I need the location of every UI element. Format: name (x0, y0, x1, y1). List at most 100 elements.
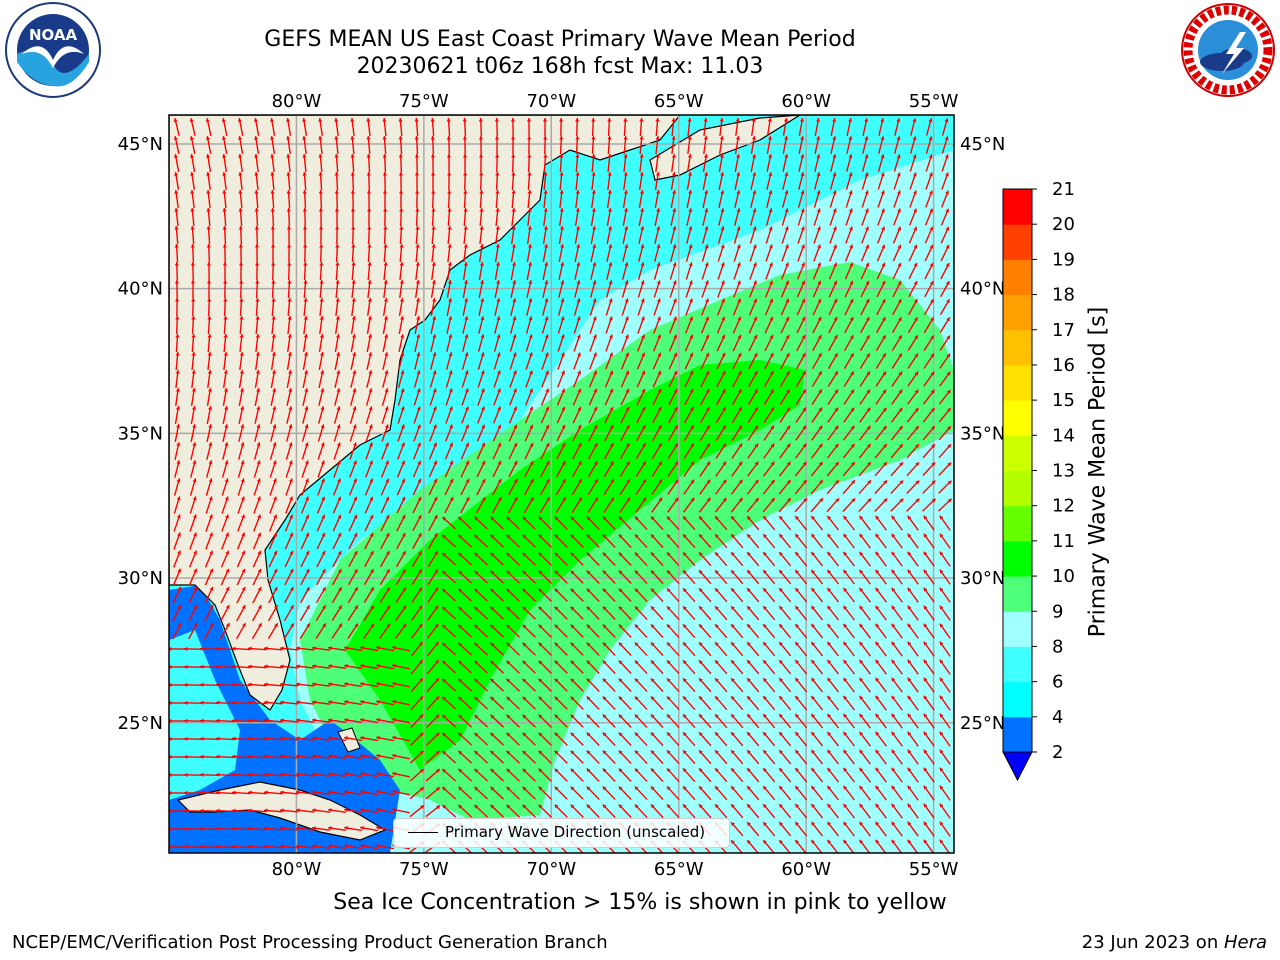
direction-arrowhead (354, 605, 358, 610)
direction-arrowhead (383, 262, 388, 266)
direction-arrowhead (255, 370, 260, 374)
direction-arrowhead (465, 442, 470, 447)
direction-arrowhead (576, 316, 581, 321)
direction-arrowhead (763, 588, 768, 593)
direction-arrowhead (538, 624, 543, 629)
direction-arrowhead (875, 713, 880, 718)
direction-arrowhead (222, 244, 227, 248)
direction-arrowhead (719, 118, 724, 122)
direction-arrowhead (257, 587, 262, 592)
direction-arrowhead (923, 515, 928, 520)
direction-arrowhead (367, 226, 372, 230)
direction-arrowhead (875, 803, 880, 808)
direction-arrowhead (683, 714, 687, 719)
direction-arrowhead (432, 334, 437, 339)
direction-arrowhead (538, 678, 543, 683)
direction-arrowhead (898, 371, 903, 376)
direction-arrowhead (416, 352, 421, 357)
direction-arrowhead (401, 478, 406, 483)
direction-arrowhead (434, 551, 438, 556)
direction-arrowhead (779, 804, 784, 808)
direction-arrowhead (722, 461, 727, 466)
direction-arrowhead (296, 700, 300, 705)
direction-arrowhead (779, 714, 784, 718)
direction-arrowhead (865, 262, 870, 267)
direction-arrowhead (939, 803, 944, 808)
direction-arrowhead (190, 190, 195, 194)
direction-arrowhead (254, 190, 259, 194)
direction-arrowhead (264, 736, 268, 741)
direction-arrowhead (609, 406, 614, 411)
direction-arrowhead (474, 642, 479, 647)
direction-arrowhead (318, 208, 323, 212)
direction-arrowhead (586, 660, 591, 665)
direction-arrowhead (882, 444, 887, 449)
direction-arrowhead (256, 496, 261, 501)
direction-arrowhead (169, 700, 172, 706)
direction-arrowhead (177, 622, 182, 627)
direction-arrowhead (747, 768, 751, 773)
direction-arrowhead (392, 699, 396, 704)
direction-arrowhead (754, 461, 759, 466)
direction-arrowhead (784, 226, 789, 231)
direction-arrowhead (891, 623, 896, 628)
direction-arrowhead (640, 298, 645, 303)
direction-arrowhead (289, 496, 293, 501)
direction-arrowhead (481, 460, 486, 465)
direction-arrowhead (490, 570, 495, 575)
direction-arrowhead (239, 316, 244, 320)
direction-arrowhead (578, 479, 582, 484)
direction-arrowhead (240, 406, 245, 410)
direction-arrowhead (795, 587, 800, 592)
direction-arrowhead (174, 190, 179, 194)
direction-arrowhead (849, 226, 853, 231)
direction-arrowhead (634, 750, 639, 755)
direction-arrowhead (383, 244, 388, 248)
direction-arrowhead (907, 731, 912, 736)
direction-arrowhead (463, 208, 468, 212)
direction-arrowhead (431, 262, 436, 266)
direction-arrowhead (672, 262, 677, 267)
direction-arrowhead (907, 551, 912, 556)
direction-arrowhead (843, 551, 848, 556)
direction-arrowhead (304, 370, 309, 374)
direction-arrowhead (827, 587, 832, 592)
direction-arrowhead (506, 696, 511, 701)
direction-arrowhead (720, 244, 725, 249)
direction-arrowhead (545, 388, 550, 393)
direction-arrowhead (747, 606, 751, 611)
direction-arrowhead (850, 407, 855, 412)
direction-arrowhead (731, 750, 735, 755)
direction-arrowhead (609, 370, 614, 375)
direction-arrowhead (175, 298, 180, 302)
direction-arrowhead (947, 498, 952, 503)
direction-arrowhead (656, 208, 661, 212)
direction-arrowhead (360, 663, 364, 669)
direction-arrowhead (510, 118, 515, 122)
direction-arrowhead (447, 226, 452, 230)
direction-arrowhead (554, 696, 559, 701)
direction-arrowhead (544, 316, 549, 321)
direction-arrowhead (721, 316, 726, 321)
direction-arrowhead (433, 424, 437, 429)
direction-arrowhead (946, 389, 951, 394)
direction-arrowhead (608, 280, 613, 285)
direction-arrowhead (319, 280, 324, 284)
direction-arrowhead (368, 370, 373, 375)
direction-arrowhead (221, 136, 227, 140)
direction-arrowhead (923, 605, 928, 610)
direction-arrowhead (506, 552, 511, 557)
direction-arrowhead (657, 316, 661, 321)
direction-arrowhead (304, 388, 309, 393)
direction-arrowhead (436, 805, 441, 810)
direction-arrowhead (946, 299, 950, 304)
direction-arrowhead (522, 768, 527, 773)
direction-arrowhead (897, 317, 902, 322)
direction-arrowhead (763, 660, 768, 665)
direction-arrowhead (930, 407, 935, 412)
direction-arrowhead (490, 624, 495, 629)
direction-arrowhead (827, 785, 832, 790)
direction-arrowhead (657, 352, 662, 357)
direction-arrowhead (634, 678, 639, 683)
direction-arrowhead (939, 695, 944, 700)
